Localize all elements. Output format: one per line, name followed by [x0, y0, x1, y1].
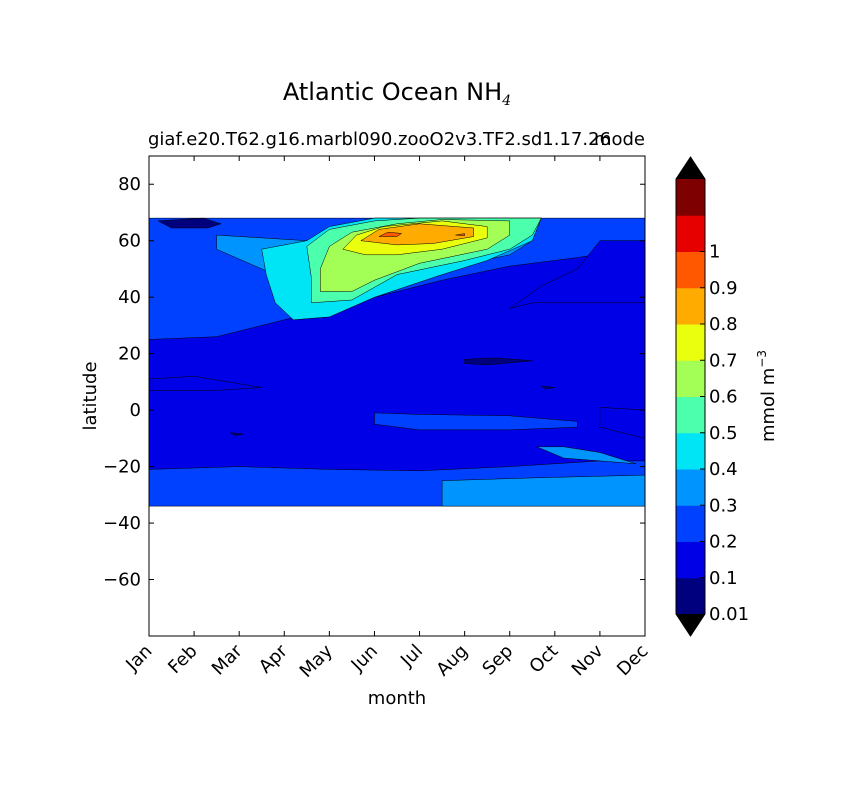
contour-region — [541, 385, 556, 390]
colorbar-swatch — [676, 287, 705, 325]
x-tick-label: Apr — [255, 640, 292, 677]
colorbar-extend-max — [676, 157, 705, 179]
x-tick-label: Dec — [613, 641, 652, 680]
x-tick-label: Sep — [478, 641, 517, 680]
contour-region — [509, 240, 645, 309]
colorbar-tick-label: 1 — [709, 242, 720, 263]
contour-region — [599, 407, 645, 439]
contour-region — [464, 357, 533, 366]
contour-region — [374, 412, 578, 431]
x-tick-label: Oct — [525, 641, 562, 678]
y-axis: 80 60 40 20 0 −20 −40 −60 — [103, 174, 645, 591]
colorbar-tick-label: 0.8 — [709, 314, 738, 335]
contour-region — [149, 375, 262, 391]
colorbar-swatch — [676, 251, 705, 289]
colorbar-extend-min — [676, 614, 705, 636]
colorbar-tick-label: 0.4 — [709, 459, 738, 480]
colorbar-tick-label: 0.6 — [709, 387, 738, 408]
y-tick-label: −40 — [103, 513, 141, 534]
y-axis-label: latitude — [80, 361, 101, 430]
y-tick-label: −20 — [103, 457, 141, 478]
colorbar-swatch — [676, 541, 705, 579]
colorbar-tick-label: 0.2 — [709, 532, 738, 553]
colorbar-swatch — [676, 577, 705, 615]
colorbar-tick-label: 0.9 — [709, 278, 738, 299]
contour-region — [157, 217, 222, 229]
x-tick-label: May — [296, 640, 337, 681]
colorbar-tick-label: 0.3 — [709, 495, 738, 516]
x-axis-label: month — [368, 688, 426, 709]
colorbar-label: mmol m−3 — [755, 350, 779, 442]
colorbar-tick-label: 0.7 — [709, 350, 738, 371]
y-tick-label: 80 — [118, 174, 141, 195]
colorbar-tick-label: 0.01 — [709, 604, 749, 625]
x-tick-label: Jul — [396, 641, 427, 672]
x-tick-label: Feb — [164, 641, 201, 678]
x-tick-label: Aug — [432, 641, 472, 681]
colorbar-swatch — [676, 179, 705, 216]
y-tick-label: 20 — [118, 344, 141, 365]
contour-region — [441, 474, 645, 507]
colorbar-swatch — [676, 215, 705, 252]
case-label: giaf.e20.T62.g16.marbl090.zooO2v3.TF2.sd… — [148, 129, 611, 150]
x-tick-label: Mar — [208, 640, 247, 679]
y-tick-label: −60 — [103, 570, 141, 591]
colorbar-swatch — [676, 360, 705, 397]
contour-field — [149, 217, 645, 507]
colorbar-swatch — [676, 469, 705, 506]
colorbar-tick-label: 0.5 — [709, 423, 738, 444]
chart-title: Atlantic Ocean NH4 — [283, 78, 511, 109]
x-tick-label: Nov — [568, 640, 608, 680]
colorbar-swatch — [676, 505, 705, 542]
contour-region — [378, 231, 402, 237]
y-tick-label: 0 — [130, 400, 141, 421]
contour-region — [536, 446, 637, 465]
y-tick-label: 40 — [118, 287, 141, 308]
contour-region — [229, 432, 244, 436]
colorbar: 0.01 0.1 0.2 0.3 0.4 0.5 0.6 0.7 0.8 0.9 1 — [675, 156, 749, 637]
x-tick-label: Jan — [121, 641, 156, 676]
colorbar-swatch — [676, 324, 705, 361]
colorbar-swatch — [676, 396, 705, 434]
contour-region — [455, 233, 465, 236]
y-tick-label: 60 — [118, 231, 141, 252]
right-label: mode — [594, 129, 645, 150]
colorbar-swatch — [676, 432, 705, 470]
colorbar-tick-label: 0.1 — [709, 568, 738, 589]
plot-frame — [148, 155, 646, 637]
x-tick-label: Jun — [347, 641, 382, 676]
contour-region — [360, 223, 474, 246]
